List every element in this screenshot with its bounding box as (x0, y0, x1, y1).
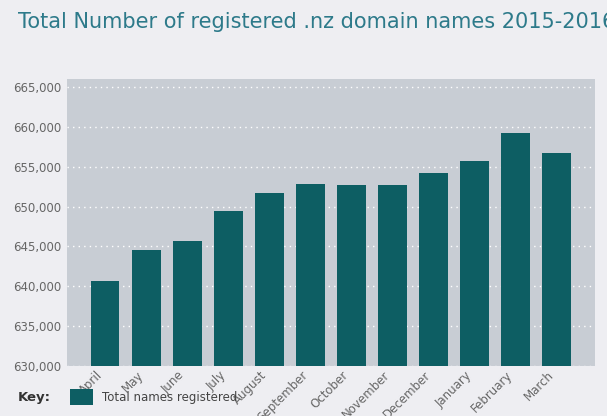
Bar (173, 241, 202, 416)
Bar (378, 185, 407, 416)
Bar (419, 173, 448, 416)
Bar (460, 161, 489, 416)
Text: Total Number of registered .nz domain names 2015-2016: Total Number of registered .nz domain na… (18, 12, 607, 32)
Bar (542, 153, 571, 416)
Bar (255, 193, 283, 416)
Text: Key:: Key: (18, 391, 51, 404)
Bar (214, 210, 243, 416)
Bar (296, 184, 325, 416)
Bar (337, 185, 365, 416)
Bar (132, 250, 160, 416)
Bar (91, 281, 120, 416)
Text: Total names registered: Total names registered (102, 391, 237, 404)
Bar (501, 133, 530, 416)
